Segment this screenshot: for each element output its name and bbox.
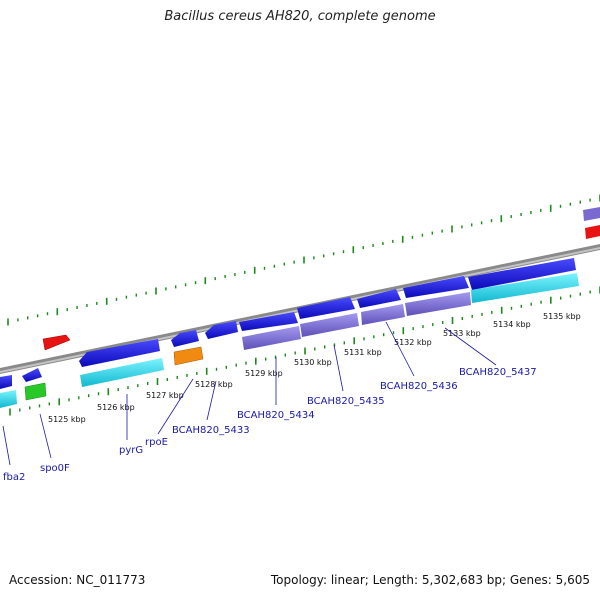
- scale-label: 5133 kbp: [443, 329, 481, 338]
- gene-label-spo0F: spo0F: [40, 463, 70, 474]
- cds-purple-5436a: [361, 304, 405, 325]
- gene-arrow-pyrG: [79, 339, 160, 367]
- gene-label-BCAH820_5433: BCAH820_5433: [172, 425, 250, 436]
- gene-arrow-spo0F: [22, 368, 42, 382]
- cds-purple-5435: [300, 313, 359, 337]
- cds-cyan-5437: [471, 273, 579, 303]
- scale-labels: 5125 kbp 5126 kbp 5127 kbp 5128 kbp 5129…: [48, 312, 581, 424]
- gene-label-pyrG: pyrG: [119, 445, 143, 456]
- cds-orange-rpoE: [173, 346, 204, 366]
- scale-label: 5129 kbp: [245, 369, 283, 378]
- gene-arrow-5436b: [403, 276, 469, 298]
- reverse-features[interactable]: [0, 258, 579, 408]
- gene-arrow-5434: [239, 312, 298, 331]
- label-leaders: [2, 321, 497, 466]
- scale-label: 5130 kbp: [294, 358, 332, 367]
- gene-label-rpoE: rpoE: [145, 437, 168, 448]
- genome-summary: Topology: linear; Length: 5,302,683 bp; …: [270, 573, 590, 587]
- bottom-tick-track: [9, 286, 600, 416]
- gene-labels[interactable]: fba2 spo0F pyrG rpoE BCAH820_5433 BCAH82…: [3, 367, 537, 483]
- gene-arrow-rpoE: [171, 330, 199, 347]
- scale-label: 5132 kbp: [394, 338, 432, 347]
- gene-red-arrow: [42, 334, 71, 351]
- top-tick-track: [7, 194, 600, 326]
- cds-cyan-pyrG: [80, 358, 164, 387]
- gene-label-BCAH820_5436: BCAH820_5436: [380, 381, 458, 392]
- cds-cyan-fba2: [0, 390, 17, 408]
- gene-arrow-5435: [297, 297, 355, 319]
- forward-features[interactable]: [42, 207, 600, 351]
- scale-label: 5135 kbp: [543, 312, 581, 321]
- gene-arrow-5437: [468, 258, 576, 290]
- scale-label: 5134 kbp: [493, 320, 531, 329]
- accession-label: Accession: NC_011773: [9, 573, 146, 587]
- scale-label: 5128 kbp: [195, 380, 233, 389]
- gene-label-BCAH820_5435: BCAH820_5435: [307, 396, 385, 407]
- gene-label-fba2: fba2: [3, 472, 25, 483]
- cds-purple-5434: [242, 326, 301, 350]
- scale-label: 5125 kbp: [48, 415, 86, 424]
- gene-arrow: [583, 207, 600, 221]
- genome-title: Bacillus cereus AH820, complete genome: [164, 9, 436, 24]
- gene-label-BCAH820_5437: BCAH820_5437: [459, 367, 537, 378]
- scale-label: 5131 kbp: [344, 348, 382, 357]
- scale-label: 5126 kbp: [97, 403, 135, 412]
- gene-arrow-5433: [205, 321, 238, 339]
- gene-arrow-fba2: [0, 375, 12, 389]
- cds-green-spo0F: [24, 382, 47, 401]
- gene-label-BCAH820_5434: BCAH820_5434: [237, 410, 315, 421]
- scale-label: 5127 kbp: [146, 391, 184, 400]
- gene-red-arrow-edge: [585, 225, 600, 239]
- gene-arrow-5436a: [357, 289, 401, 308]
- cds-purple-5436b: [405, 292, 471, 316]
